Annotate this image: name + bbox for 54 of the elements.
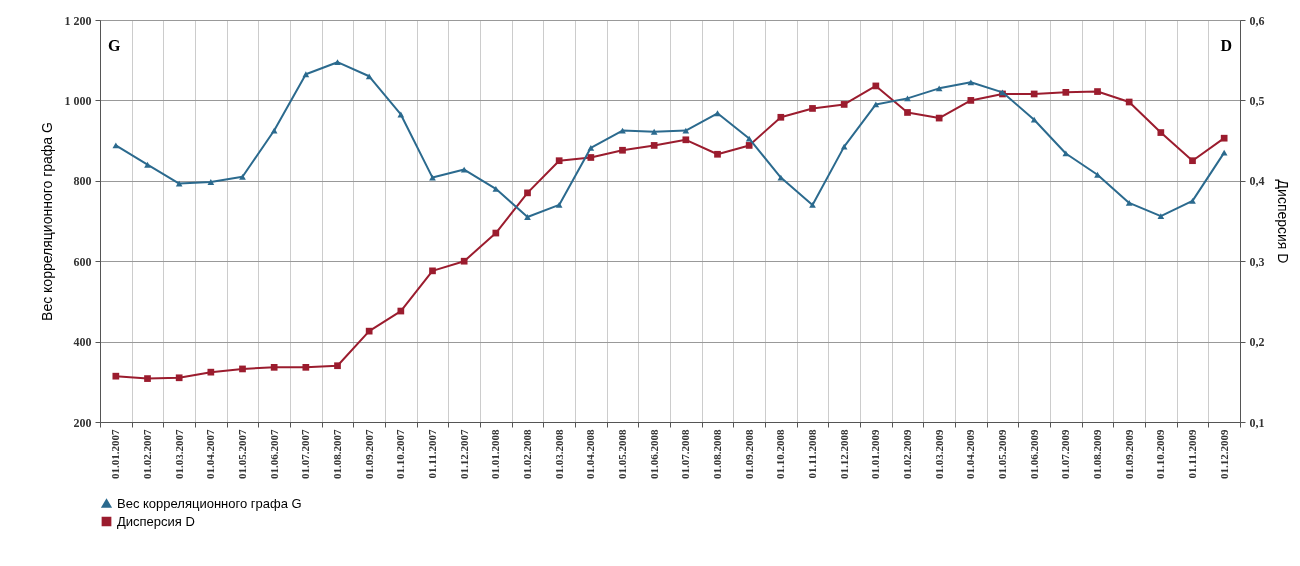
x-tick-label: 01.10.2009 xyxy=(1154,429,1167,479)
x-tick-label: 01.02.2009 xyxy=(901,429,913,479)
legend-label: Дисперсия D xyxy=(117,513,195,529)
y2-tick-label: 0,3 xyxy=(1249,254,1265,269)
annotation: G xyxy=(108,37,121,54)
x-tick-label: 01.07.2009 xyxy=(1059,429,1072,479)
x-tick-label: 01.06.2007 xyxy=(267,429,280,479)
x-tick-label: 01.05.2007 xyxy=(236,429,248,479)
y2-tick-label: 0,5 xyxy=(1249,93,1265,108)
legend-label: Вес корреляционного графа G xyxy=(117,495,302,511)
x-tick-label: 01.11.2009 xyxy=(1186,429,1198,479)
y2-tick-label: 0,1 xyxy=(1249,415,1265,430)
x-tick-label: 01.05.2009 xyxy=(996,429,1008,479)
x-tick-label: 01.07.2007 xyxy=(299,429,312,479)
x-tick-label: 01.01.2009 xyxy=(869,429,882,479)
y-axis-title: Вес корреляционного графа G xyxy=(38,122,55,321)
x-tick-label: 01.02.2008 xyxy=(521,429,533,479)
x-tick-label: 01.12.2008 xyxy=(837,429,850,479)
x-tick-label: 01.06.2008 xyxy=(647,429,660,479)
x-tick-label: 01.08.2007 xyxy=(331,429,343,479)
y-tick-label: 600 xyxy=(73,254,92,269)
y2-tick-label: 0,6 xyxy=(1249,13,1265,28)
x-tick-label: 01.12.2009 xyxy=(1217,429,1230,479)
y2-tick-label: 0,2 xyxy=(1249,335,1265,350)
x-tick-label: 01.06.2009 xyxy=(1027,429,1040,479)
y-tick-label: 400 xyxy=(73,335,92,350)
x-tick-label: 01.12.2007 xyxy=(457,429,470,479)
x-tick-label: 01.08.2009 xyxy=(1091,429,1103,479)
annotation: D xyxy=(1220,37,1232,54)
x-tick-label: 01.11.2008 xyxy=(806,429,818,479)
y-tick-label: 1 200 xyxy=(64,13,92,28)
x-tick-label: 01.09.2009 xyxy=(1122,429,1135,479)
x-tick-label: 01.09.2008 xyxy=(742,429,755,479)
x-tick-label: 01.10.2008 xyxy=(774,429,787,479)
x-tick-label: 01.07.2008 xyxy=(679,429,692,479)
y2-tick-label: 0,4 xyxy=(1249,174,1265,189)
x-tick-label: 01.01.2007 xyxy=(109,429,122,479)
x-tick-label: 01.03.2008 xyxy=(552,429,565,479)
x-tick-label: 01.08.2008 xyxy=(711,429,723,479)
y-tick-label: 200 xyxy=(73,415,92,430)
x-tick-label: 01.11.2007 xyxy=(426,429,438,479)
x-tick-label: 01.03.2007 xyxy=(172,429,185,479)
y-tick-label: 1 000 xyxy=(64,93,92,108)
x-tick-label: 01.09.2007 xyxy=(362,429,375,479)
x-tick-label: 01.03.2009 xyxy=(932,429,945,479)
x-tick-label: 01.04.2008 xyxy=(584,429,597,479)
x-tick-label: 01.05.2008 xyxy=(616,429,628,479)
x-tick-label: 01.01.2008 xyxy=(489,429,502,479)
x-tick-label: 01.02.2007 xyxy=(141,429,153,479)
y2-axis-title: Дисперсия D xyxy=(1274,179,1291,264)
x-tick-label: 01.04.2007 xyxy=(204,429,217,479)
x-tick-label: 01.10.2007 xyxy=(394,429,407,479)
y-tick-label: 800 xyxy=(73,174,92,189)
x-tick-label: 01.04.2009 xyxy=(964,429,977,479)
